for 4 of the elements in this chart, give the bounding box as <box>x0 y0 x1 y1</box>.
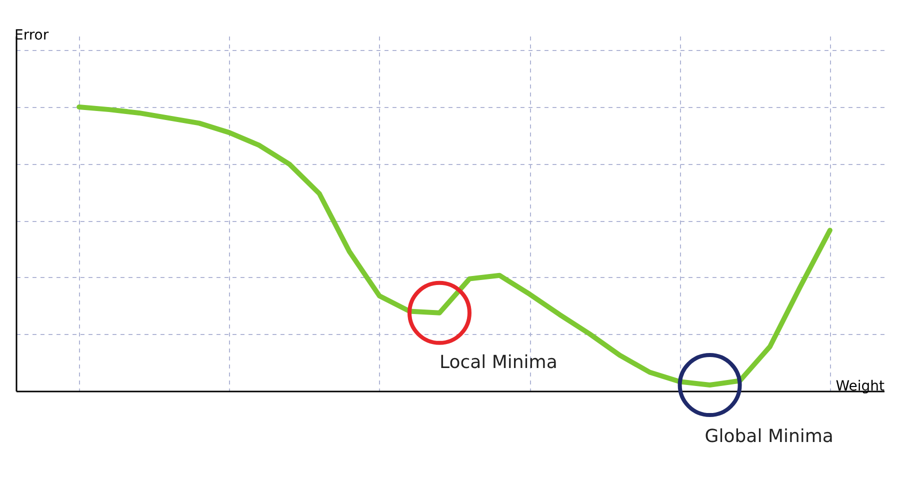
annotation: Local Minima <box>439 352 558 373</box>
y-axis-title: Error <box>14 28 49 44</box>
text: Global Minima <box>704 426 834 448</box>
x-axis-title: Weight <box>836 378 886 394</box>
